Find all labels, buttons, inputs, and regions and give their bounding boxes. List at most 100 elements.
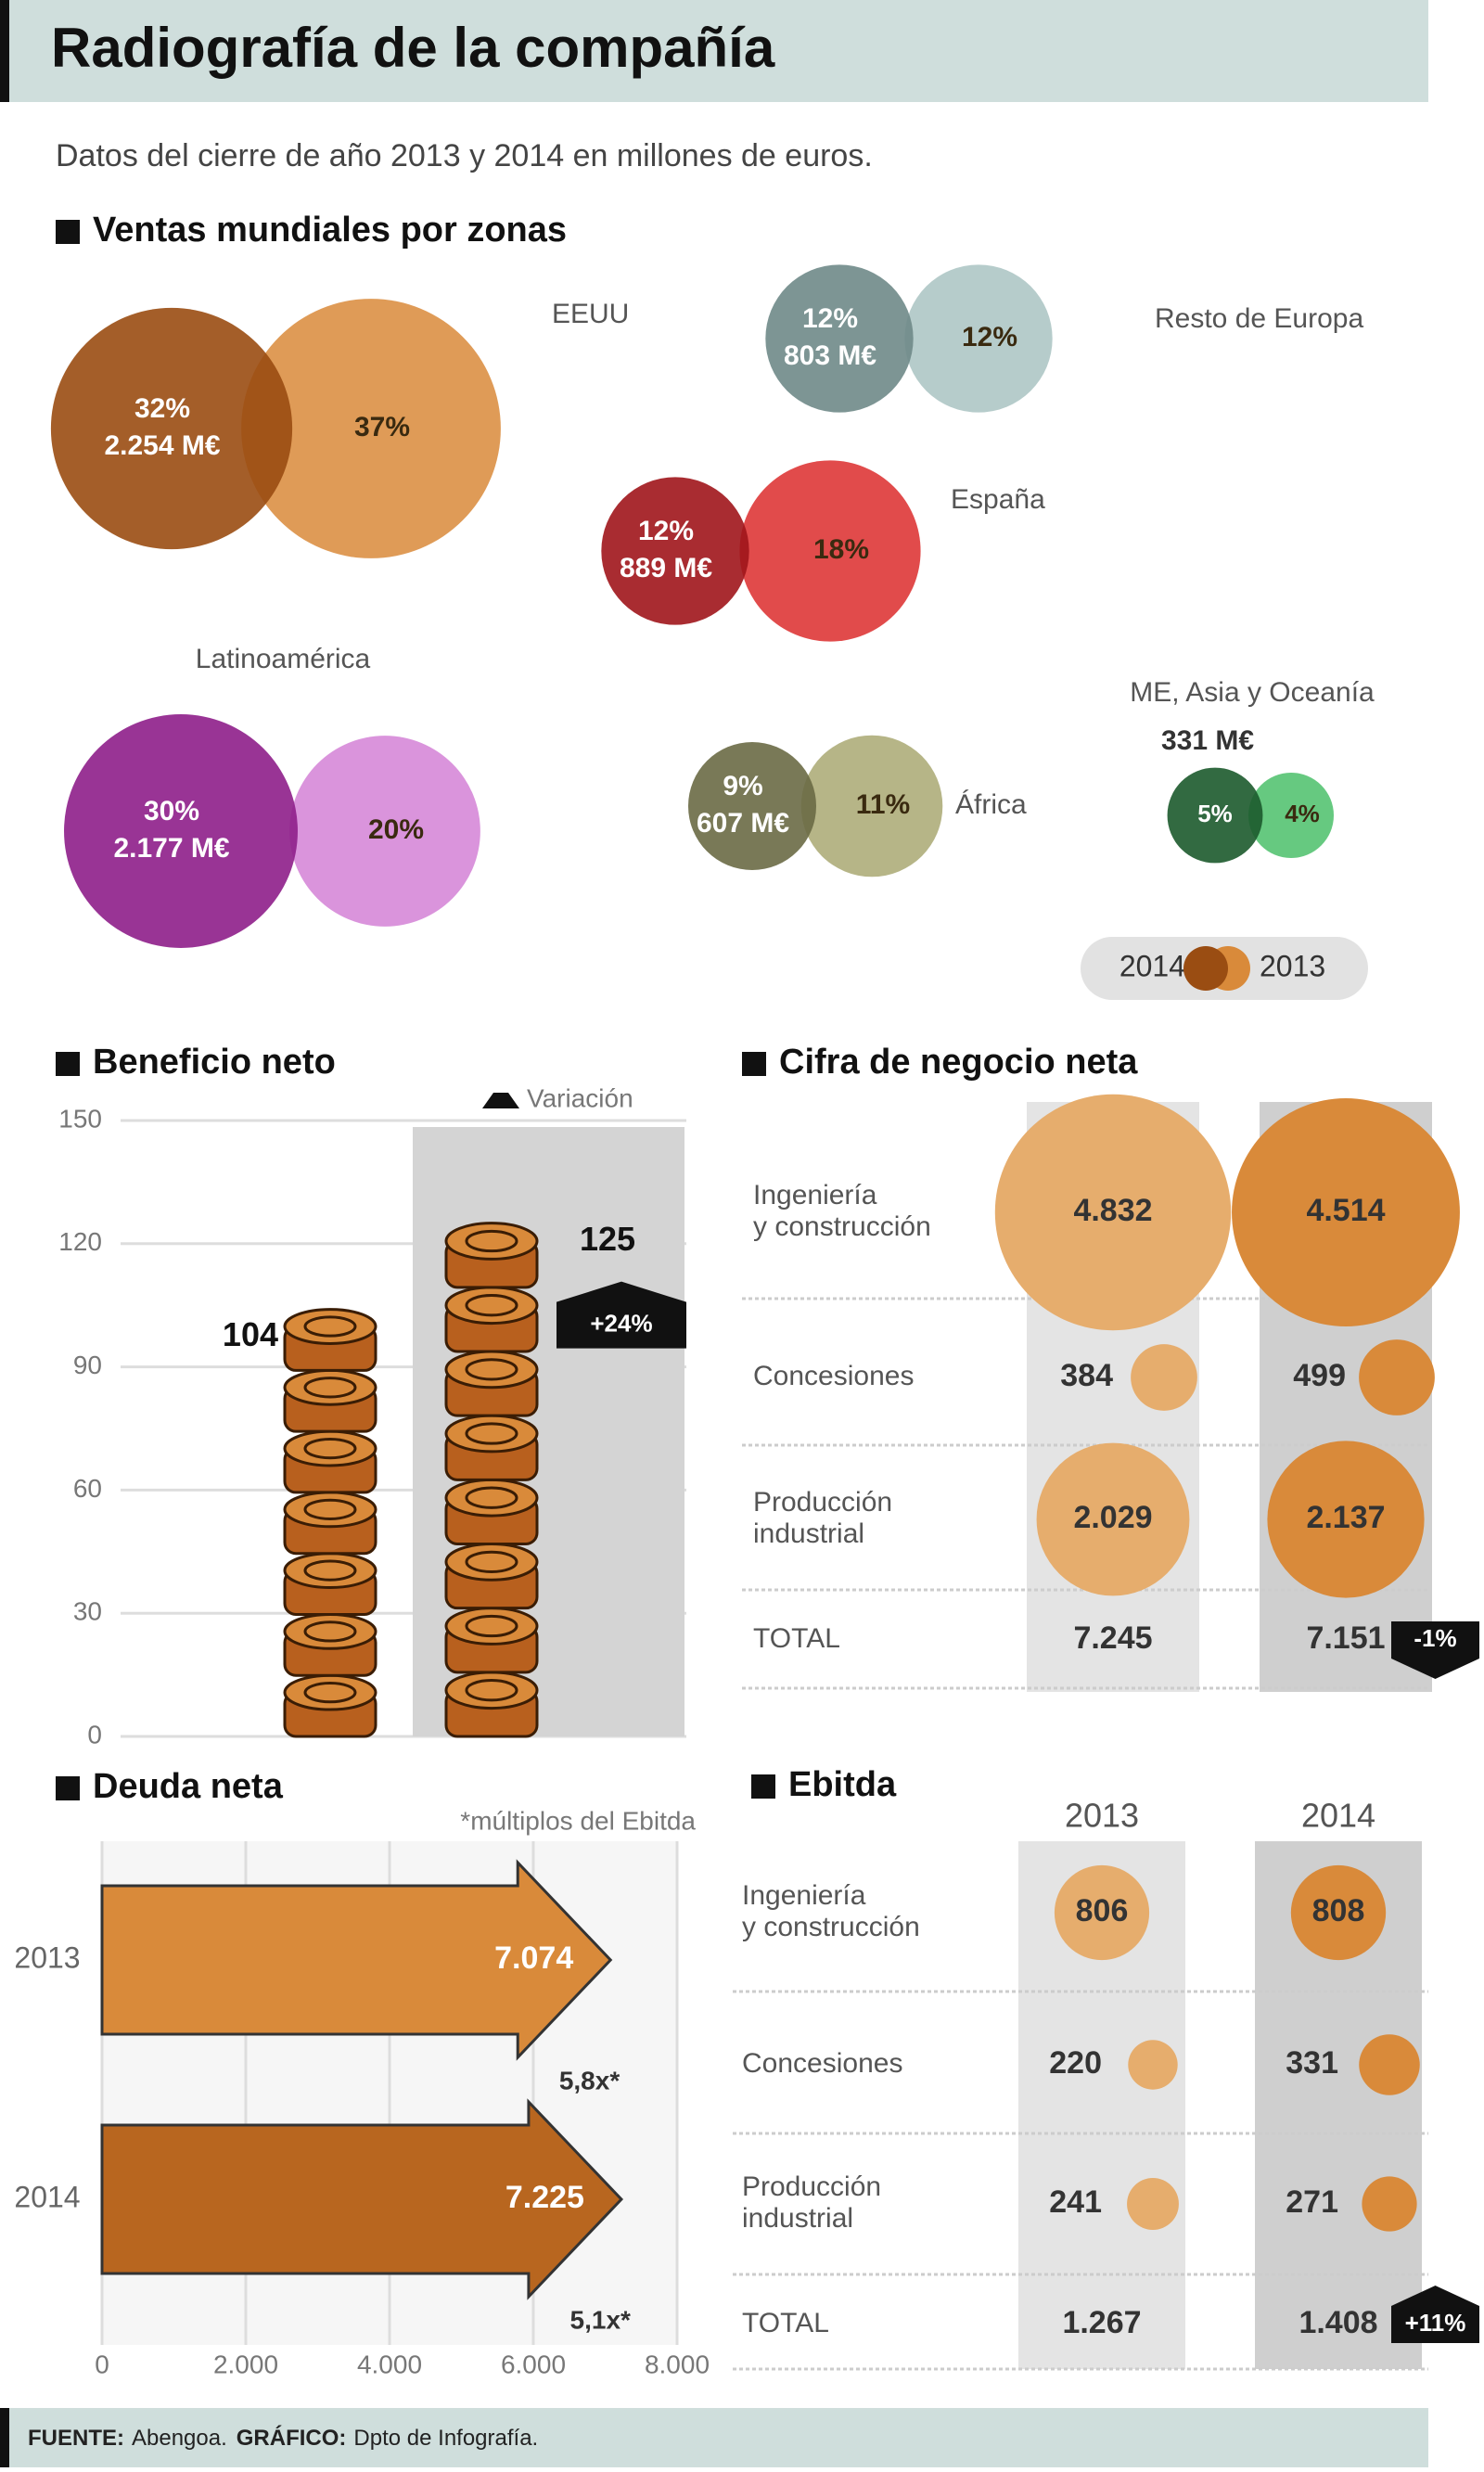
zone-share-2013: 20% — [368, 814, 424, 845]
change-badge — [1391, 2286, 1479, 2343]
section-title: Beneficio neto — [93, 1043, 336, 1082]
multiple-label: 5,8x* — [559, 2066, 620, 2094]
bubble — [1359, 1339, 1435, 1415]
zone-label: EEUU — [552, 299, 629, 329]
coin-face — [444, 1414, 539, 1454]
variation-legend: Variación — [527, 1083, 633, 1112]
label-line: Producción — [753, 1487, 900, 1518]
row-label: Concesiones — [753, 1361, 914, 1391]
total-value: 7.151 — [1306, 1620, 1385, 1656]
source-label: FUENTE: — [28, 2426, 124, 2451]
coin-face — [444, 1478, 539, 1518]
heading-bullet — [742, 1052, 766, 1076]
bubble — [1362, 2176, 1417, 2232]
debt-arrow — [100, 1859, 613, 2061]
footer-band — [0, 2408, 1428, 2467]
coin-emblem — [465, 1358, 518, 1381]
section-title: Cifra de negocio neta — [779, 1043, 1138, 1082]
x-tick-label: 6.000 — [501, 2350, 566, 2378]
note: *múltiplos del Ebitda — [460, 1806, 696, 1835]
label-line: y construcción — [753, 1211, 931, 1242]
x-tick-label: 8.000 — [645, 2350, 710, 2378]
y-tick-label: 150 — [58, 1104, 102, 1133]
zone-bubble — [289, 736, 480, 927]
bubble-label: 271 — [1286, 2184, 1338, 2220]
bubble — [1036, 1442, 1190, 1596]
zone-amount: 607 M€ — [697, 808, 789, 839]
x-tick-label: 2.000 — [213, 2350, 278, 2378]
coin-emblem — [303, 1620, 357, 1643]
bubble-label: 499 — [1293, 1358, 1346, 1393]
header-bar — [0, 0, 9, 102]
bubble — [1127, 2178, 1179, 2230]
coin-face — [444, 1222, 539, 1261]
column-header: 2013 — [1065, 1797, 1139, 1835]
bubble-label: 2.137 — [1306, 1500, 1385, 1535]
page-title: Radiografía de la compañía — [51, 17, 775, 79]
column-header: 2014 — [1301, 1797, 1375, 1835]
heading-bullet — [56, 220, 80, 244]
zone-share-2013: 12% — [962, 322, 1017, 352]
bubble-label: 4.832 — [1073, 1193, 1152, 1228]
section-title: Ventas mundiales por zonas — [93, 211, 567, 250]
zone-share-2014: 30% — [144, 796, 199, 826]
legend-label: 2013 — [1260, 949, 1325, 982]
coin-emblem — [303, 1559, 357, 1582]
zone-share-2014: 9% — [723, 771, 762, 801]
change-label: +24% — [590, 1310, 652, 1338]
zone-bubble — [800, 735, 943, 877]
coin-stack — [444, 1222, 539, 1738]
zone-bubble — [904, 264, 1053, 413]
change-badge — [1391, 1621, 1479, 1679]
coin-face — [444, 1607, 539, 1646]
zone-bubble — [241, 299, 501, 558]
zone-amount: 889 M€ — [620, 553, 712, 583]
bubble-label: 4.514 — [1306, 1193, 1385, 1228]
zone-share-2014: 12% — [638, 516, 694, 546]
coin-face — [283, 1552, 377, 1590]
zone-share-2014: 32% — [134, 393, 190, 424]
coin-face — [283, 1673, 377, 1711]
coin-emblem — [465, 1679, 518, 1702]
bubble-label: 241 — [1049, 2184, 1102, 2220]
total-value: 1.267 — [1062, 2305, 1141, 2340]
coin-emblem — [465, 1229, 518, 1253]
total-value: 1.408 — [1298, 2305, 1377, 2340]
coin-emblem — [465, 1486, 518, 1509]
zone-share-2014: 12% — [802, 303, 858, 334]
coin-face — [444, 1671, 539, 1710]
zone-label: Latinoamérica — [196, 644, 371, 674]
label-line: industrial — [753, 1518, 864, 1549]
zone-amount: 2.177 M€ — [113, 833, 229, 864]
zone-bubble — [1248, 773, 1334, 858]
zone-bubble — [50, 307, 293, 550]
heading-bullet — [56, 1776, 80, 1800]
bubble — [1232, 1098, 1460, 1326]
zone-bubble — [688, 742, 816, 870]
change-label: +11% — [1405, 2309, 1466, 2337]
legend-label: 2014 — [1119, 949, 1185, 982]
bubble — [1290, 1864, 1387, 1961]
row-label: Concesiones — [742, 2048, 902, 2079]
zone-share-2013: 37% — [354, 412, 410, 442]
heading-bullet — [751, 1774, 775, 1799]
coin-face — [283, 1491, 377, 1529]
debt-arrow — [100, 2098, 624, 2300]
bubble-label: 384 — [1060, 1358, 1113, 1393]
zone-amount: 2.254 M€ — [104, 430, 220, 461]
coin-face — [283, 1429, 377, 1467]
value-label: 7.074 — [494, 1940, 573, 1976]
coin-face — [283, 1368, 377, 1406]
y-tick-label: 120 — [58, 1227, 102, 1256]
coin-emblem — [303, 1437, 357, 1460]
legend-swatch — [1183, 946, 1228, 991]
y-tick-label: 0 — [87, 1720, 102, 1748]
row-label: Ingeniería y construcción — [742, 1880, 920, 1942]
zone-label: África — [955, 789, 1027, 820]
zone-bubble — [739, 460, 921, 642]
footer: FUENTE: Abengoa. GRÁFICO: Dpto de Infografí… — [28, 2425, 538, 2451]
coin-emblem — [303, 1498, 357, 1520]
zone-bubble — [765, 264, 914, 413]
